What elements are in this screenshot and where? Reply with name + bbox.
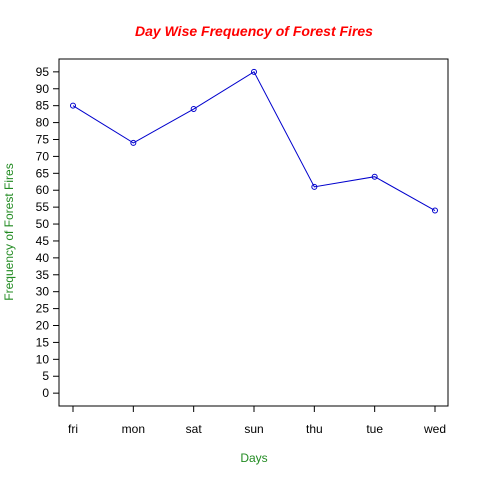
x-axis: fri mon sat sun thu tue wed — [68, 406, 446, 436]
y-tick-label: 95 — [36, 65, 50, 79]
series-line — [72, 71, 436, 211]
x-axis-label: Days — [240, 451, 267, 465]
series-frequency — [70, 68, 438, 214]
y-tick-label: 75 — [36, 132, 50, 146]
y-tick-label: 45 — [36, 234, 50, 248]
data-point — [251, 68, 257, 75]
y-tick-label: 65 — [36, 166, 50, 180]
y-tick-label: 10 — [36, 352, 50, 366]
x-tick-label: sat — [186, 422, 203, 436]
y-tick-label: 40 — [36, 251, 50, 265]
y-tick-label: 70 — [36, 149, 50, 163]
y-axis: 0 5 10 15 20 25 30 35 40 45 50 55 60 65 70 75 80 85 90 95 — [36, 65, 59, 400]
y-tick-label: 50 — [36, 217, 50, 231]
y-tick-label: 80 — [36, 116, 50, 130]
y-tick-label: 15 — [36, 335, 50, 349]
plot-frame — [58, 58, 449, 407]
data-point — [190, 106, 197, 113]
data-point — [311, 183, 318, 190]
y-tick-label: 5 — [42, 369, 49, 383]
x-tick-label: mon — [122, 422, 145, 436]
y-tick-label: 30 — [36, 285, 50, 299]
y-tick-label: 60 — [36, 183, 50, 197]
chart-title: Day Wise Frequency of Forest Fires — [135, 23, 373, 39]
y-tick-label: 0 — [42, 386, 49, 400]
data-point — [371, 173, 378, 180]
x-tick-label: thu — [306, 422, 323, 436]
y-tick-label: 55 — [36, 200, 50, 214]
x-tick-label: tue — [366, 422, 383, 436]
x-tick-label: fri — [68, 422, 78, 436]
data-point — [432, 207, 438, 214]
y-axis-label: Frequency of Forest Fires — [2, 163, 16, 300]
y-tick-label: 85 — [36, 99, 50, 113]
x-tick-label: wed — [423, 422, 446, 436]
y-tick-label: 20 — [36, 319, 50, 333]
y-tick-label: 25 — [36, 302, 50, 316]
data-point — [130, 139, 137, 146]
y-tick-label: 35 — [36, 268, 50, 282]
data-point — [70, 102, 76, 109]
x-tick-label: sun — [244, 422, 263, 436]
y-tick-label: 90 — [36, 82, 50, 96]
